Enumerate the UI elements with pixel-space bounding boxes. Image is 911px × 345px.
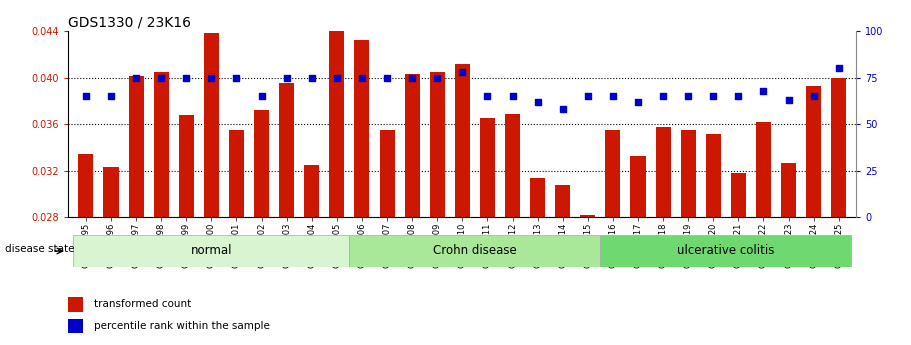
Bar <box>304 165 319 217</box>
Point <box>304 75 319 80</box>
Bar <box>530 178 545 217</box>
Bar <box>681 130 696 217</box>
Bar <box>806 86 821 217</box>
Bar <box>329 31 344 217</box>
Text: normal: normal <box>190 245 232 257</box>
Point <box>128 75 143 80</box>
Bar <box>68 297 83 312</box>
Point <box>254 93 269 99</box>
Bar <box>279 83 294 217</box>
Bar <box>68 319 83 333</box>
Point <box>630 99 645 105</box>
Bar <box>380 130 394 217</box>
Point <box>756 88 771 93</box>
Point <box>530 99 545 105</box>
Bar <box>74 235 350 267</box>
Point <box>104 93 118 99</box>
Point <box>179 75 193 80</box>
Text: disease state: disease state <box>5 244 75 254</box>
Bar <box>404 74 420 217</box>
Bar <box>781 162 796 217</box>
Point <box>330 75 344 80</box>
Point <box>506 93 520 99</box>
Bar <box>104 167 118 217</box>
Bar <box>731 173 746 217</box>
Bar <box>354 40 370 217</box>
Bar <box>480 118 495 217</box>
Point <box>480 93 495 99</box>
Point <box>354 75 369 80</box>
Bar <box>555 185 570 217</box>
Bar <box>204 33 219 217</box>
Bar <box>229 130 244 217</box>
Point <box>404 75 419 80</box>
Point <box>430 75 445 80</box>
Bar <box>505 114 520 217</box>
Point <box>706 93 721 99</box>
Point <box>455 69 470 75</box>
Point <box>204 75 219 80</box>
Bar <box>350 235 600 267</box>
Point <box>154 75 169 80</box>
Text: percentile rank within the sample: percentile rank within the sample <box>94 321 270 331</box>
Point <box>832 66 846 71</box>
Bar <box>430 72 445 217</box>
Point <box>580 93 595 99</box>
Point <box>230 75 244 80</box>
Bar <box>756 122 771 217</box>
Bar <box>831 78 846 217</box>
Point <box>78 93 93 99</box>
Point <box>681 93 695 99</box>
Point <box>606 93 620 99</box>
Point <box>806 93 821 99</box>
Point <box>782 97 796 103</box>
Bar <box>656 127 670 217</box>
Bar <box>706 134 721 217</box>
Bar <box>128 77 144 217</box>
Bar <box>179 115 194 217</box>
Bar <box>600 235 851 267</box>
Bar <box>78 155 94 217</box>
Bar <box>154 72 169 217</box>
Text: Crohn disease: Crohn disease <box>433 245 517 257</box>
Bar <box>254 110 269 217</box>
Bar <box>455 63 470 217</box>
Bar <box>606 130 620 217</box>
Bar <box>630 156 646 217</box>
Point <box>732 93 746 99</box>
Text: transformed count: transformed count <box>94 299 190 309</box>
Text: GDS1330 / 23K16: GDS1330 / 23K16 <box>68 16 191 30</box>
Point <box>656 93 670 99</box>
Point <box>380 75 394 80</box>
Text: ulcerative colitis: ulcerative colitis <box>677 245 774 257</box>
Point <box>280 75 294 80</box>
Point <box>556 107 570 112</box>
Bar <box>580 215 596 217</box>
